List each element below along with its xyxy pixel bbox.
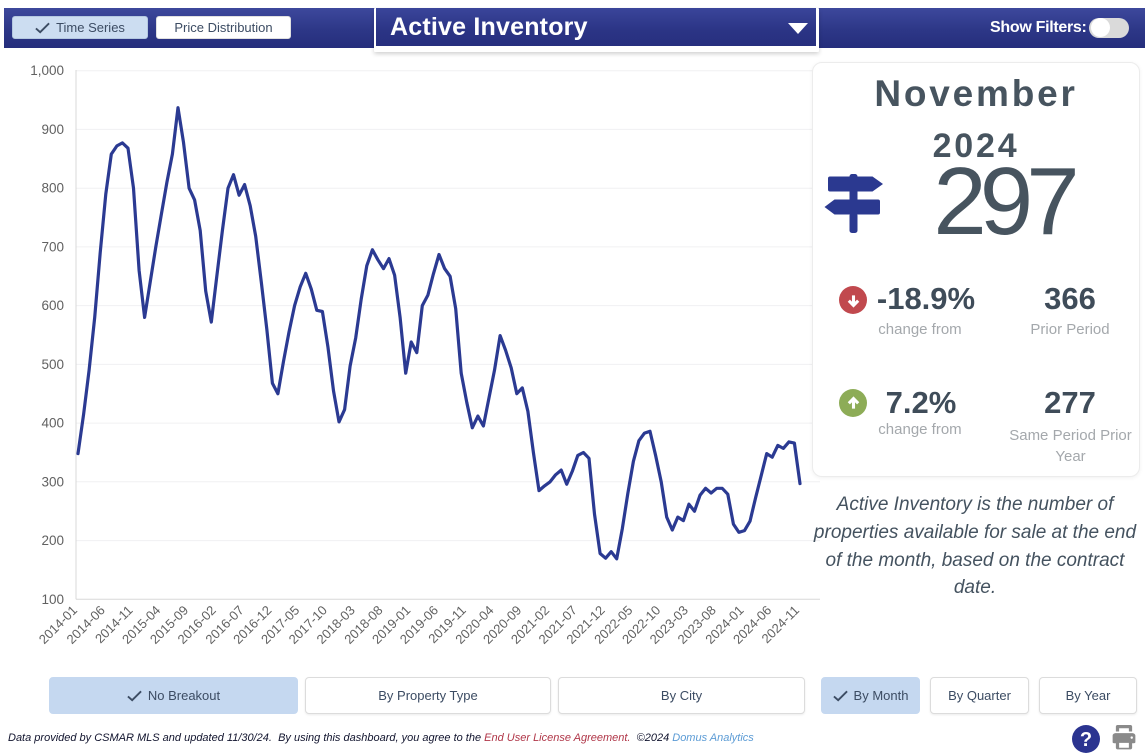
svg-text:100: 100 bbox=[41, 592, 64, 607]
svg-text:900: 900 bbox=[41, 122, 64, 137]
svg-text:700: 700 bbox=[41, 239, 64, 254]
svg-text:300: 300 bbox=[41, 474, 64, 489]
svg-text:1,000: 1,000 bbox=[30, 63, 64, 78]
svg-text:600: 600 bbox=[41, 298, 64, 313]
svg-text:500: 500 bbox=[41, 357, 64, 372]
svg-text:400: 400 bbox=[41, 416, 64, 431]
svg-text:?: ? bbox=[1080, 729, 1092, 751]
svg-text:800: 800 bbox=[41, 181, 64, 196]
svg-text:200: 200 bbox=[41, 533, 64, 548]
